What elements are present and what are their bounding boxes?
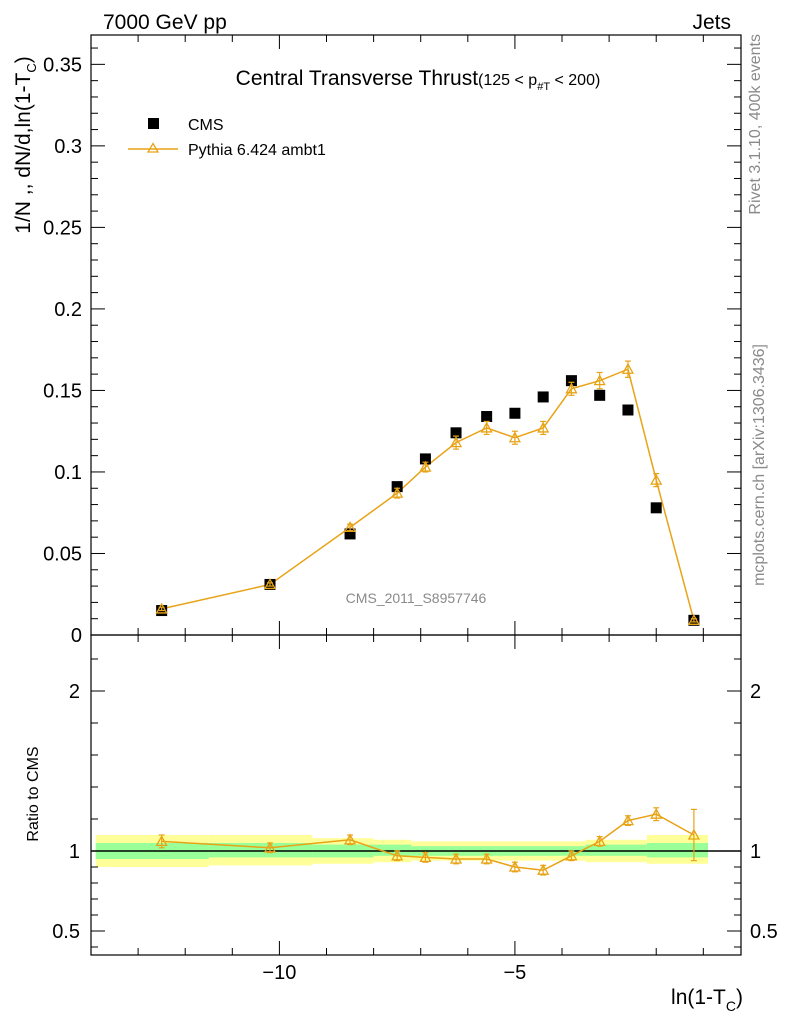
header-left: 7000 GeV pp [103,11,227,34]
main-ytick-label: 0.15 [43,380,82,402]
ratio-frame [90,634,742,956]
pythia-point [391,486,404,498]
ratio-point [155,835,168,847]
ratio-ylabel: Ratio to CMS [25,746,42,841]
ratio-point [650,807,663,819]
band-inner [373,844,412,856]
legend-pythia-label: Pythia 6.424 ambt1 [188,142,326,159]
main-panel: 0 0.05 0.1 0.15 0.2 0.25 0.3 0.35 CMS_2011_S895… [12,34,742,647]
ratio-point [687,828,701,840]
pythia-point [263,578,277,590]
ratio-ytick-label-right: 2 [750,681,761,703]
mcplots-label: mcplots.cern.ch [arXiv:1306.3436] [751,344,768,586]
cms-point [565,375,577,387]
ratio-point [343,833,357,845]
cms-point [419,453,431,465]
main-ylabel-text: 1/N ,, dN/d,ln(1-T [12,73,35,234]
pythia-point [593,374,606,386]
ratio-panel: −10 −5 0.5 0.5 1 1 2 2 Ratio to CMS ln(1-TC) [25,634,778,1014]
xtick-label: −5 [504,962,527,984]
pythia-point [480,421,493,433]
pythia-point [449,436,463,448]
main-ytick-label: 0.2 [54,299,82,321]
cms-point [344,528,356,540]
main-ytick-label: 0.35 [43,54,82,76]
pythia-point [343,521,357,533]
main-axes: 0 0.05 0.1 0.15 0.2 0.25 0.3 0.35 [43,34,742,647]
main-title-suffix: (125 < p [478,72,537,89]
cms-point [450,427,462,439]
ratio-point [565,849,578,861]
ratio-point [263,841,277,853]
pythia-point [565,382,578,394]
cms-point [594,389,606,401]
pythia-point [508,431,522,443]
ratio-ytick-label: 0.5 [52,921,80,943]
ratio-ytick-label: 1 [69,841,80,863]
xlabel-text: ln(1-T [671,986,726,1009]
main-ytick-label: 0.05 [43,543,82,565]
ratio-point [508,860,522,872]
ratio-ytick-label-right: 0.5 [750,921,778,943]
main-title-end: < 200) [550,72,600,89]
main-ytick-label: 0.3 [54,136,82,158]
main-ytick-label: 0.1 [54,462,82,484]
legend-cms-label: CMS [188,117,224,134]
legend-cms-marker [148,118,159,129]
main-title: Central Transverse Thrust(125 < p#T < 20… [236,67,601,93]
pythia-point [650,473,663,485]
pythia-line [161,368,695,621]
main-ylabel: 1/N ,, dN/d,ln(1-TC) [12,56,39,233]
xlabel-end: ) [736,986,743,1009]
cms-point [481,411,493,423]
main-title-text: Central Transverse Thrust [236,67,479,90]
pythia-point [155,602,168,614]
ratio-axes: −10 −5 0.5 0.5 1 1 2 2 [52,634,778,984]
ratio-point [537,863,550,875]
pythia-point [419,460,432,472]
xtick-label: −10 [262,962,296,984]
ratio-ytick-label-right: 1 [750,841,761,863]
pythia-point [687,613,701,625]
band-inner [646,843,709,858]
main-ylabel-end: ) [12,56,35,63]
main-ytick-label: 0.25 [43,217,82,239]
ratio-point [391,849,404,861]
cms-point [509,407,521,419]
ratio-uncertainty-bands [91,835,741,867]
ratio-point [449,852,463,864]
pythia-point [537,421,550,433]
legend-pythia-marker [146,142,160,153]
ratio-point [480,852,493,864]
header-right: Jets [692,11,731,34]
cms-point [622,404,634,416]
band-inner [585,844,647,856]
cms-point [391,481,403,493]
rivet-label: Rivet 3.1.10, 400k events [747,34,764,215]
main-ytick-label: 0 [71,625,82,647]
legend: CMS Pythia 6.424 ambt1 [128,117,326,159]
main-title-sub: #T [537,81,550,93]
ratio-ytick-label: 2 [69,681,80,703]
ratio-point [621,814,635,826]
pythia-point [621,362,635,374]
cms-point [537,391,549,403]
ratio-point [419,851,432,863]
xlabel: ln(1-TC) [671,986,743,1014]
main-ylabel-sub: C [24,63,39,72]
ratio-point [593,835,606,847]
xlabel-sub: C [726,998,736,1014]
watermark: CMS_2011_S8957746 [346,590,487,606]
cms-point [650,502,662,514]
